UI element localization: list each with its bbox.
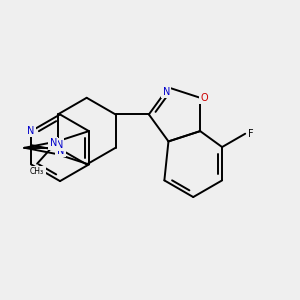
Text: N: N <box>28 126 35 136</box>
Text: CH₃: CH₃ <box>30 167 44 176</box>
Text: O: O <box>201 93 208 103</box>
Text: N: N <box>57 146 64 156</box>
Text: N: N <box>50 138 57 148</box>
Text: N: N <box>163 87 170 97</box>
Text: F: F <box>248 129 254 139</box>
Text: N: N <box>56 140 63 150</box>
